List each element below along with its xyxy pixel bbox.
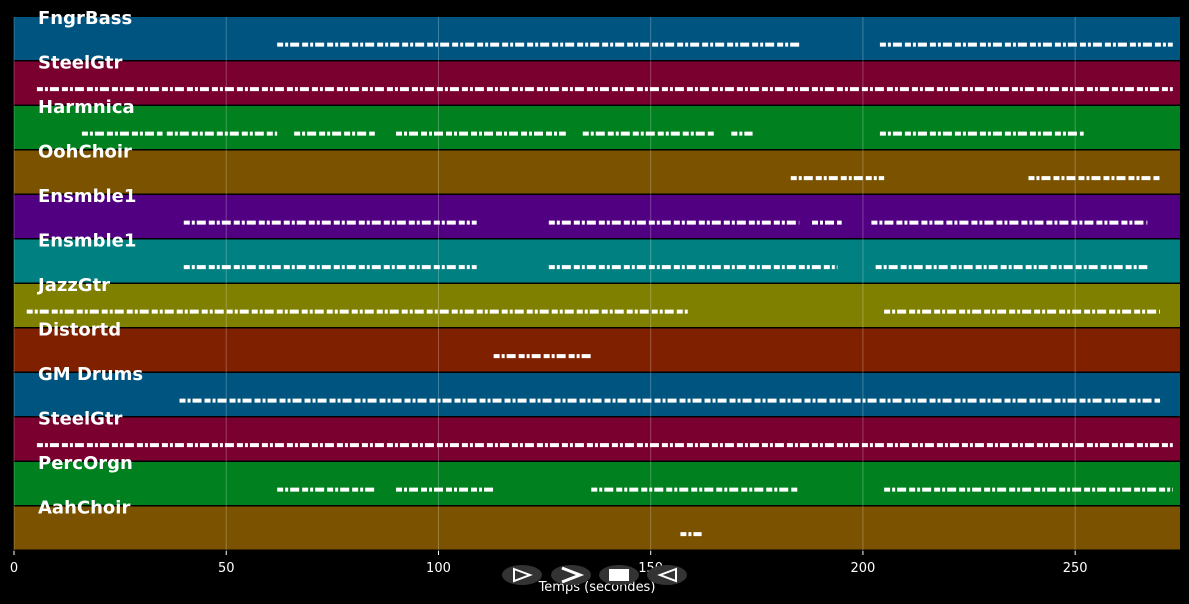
x-tick-label: 50 <box>218 561 235 576</box>
track-band <box>14 284 1180 327</box>
track-band <box>14 328 1180 372</box>
forward-button[interactable] <box>551 565 591 585</box>
track-label: Distortd <box>38 320 121 341</box>
track-label: PercOrgn <box>38 453 133 474</box>
track-label: SteelGtr <box>38 53 123 74</box>
track-label: Harmnica <box>38 97 135 118</box>
track-label: OohChoir <box>38 142 132 163</box>
x-tick-label: 0 <box>10 561 18 576</box>
track-label: Ensmble1 <box>38 186 136 207</box>
rewind-button[interactable] <box>647 565 687 585</box>
track-label: FngrBass <box>38 8 132 29</box>
track-band <box>14 61 1180 105</box>
x-axis-title: Temps (secondes) <box>538 580 656 595</box>
track-band <box>14 150 1180 194</box>
track-band <box>14 239 1180 283</box>
track-band <box>14 17 1180 60</box>
playback-controls <box>502 565 687 585</box>
track-label: AahChoir <box>38 498 130 519</box>
track-band <box>14 417 1180 461</box>
track-label: Ensmble1 <box>38 231 136 252</box>
x-tick-label: 200 <box>851 561 876 576</box>
track-band <box>14 506 1180 550</box>
track-band <box>14 373 1180 416</box>
plot-area: FngrBass SteelGtr Harmnica OohChoir Ensmble1… <box>10 8 1180 576</box>
track-label: JazzGtr <box>36 275 110 296</box>
stop-button[interactable] <box>599 565 639 585</box>
track-band <box>14 462 1180 505</box>
track-band <box>14 195 1180 238</box>
track-label: GM Drums <box>38 364 143 385</box>
x-tick-label: 100 <box>426 561 451 576</box>
track-label: SteelGtr <box>38 409 123 430</box>
track-band <box>14 106 1180 149</box>
x-tick-label: 250 <box>1063 561 1088 576</box>
play-button[interactable] <box>502 565 542 585</box>
